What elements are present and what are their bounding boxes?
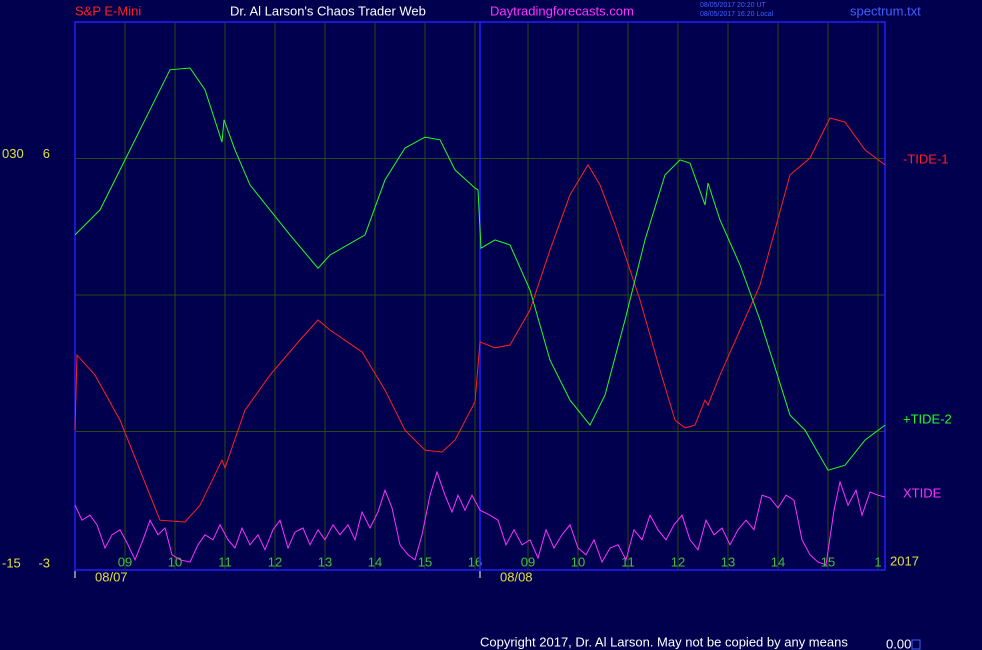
x-tick-label: 12 xyxy=(268,554,282,569)
series-line xyxy=(74,67,886,471)
x-tick-label: 14 xyxy=(368,554,382,569)
x-tick-label: 15 xyxy=(418,554,432,569)
x-tick-label: 09 xyxy=(118,554,132,569)
timestamp: 08/05/2017 20:20 UT xyxy=(700,2,766,9)
footer-icon xyxy=(911,639,921,650)
legend-label: +TIDE-2 xyxy=(903,411,952,426)
x-tick-label: 14 xyxy=(771,554,785,569)
x-tick-label: 09 xyxy=(521,554,535,569)
source: Daytradingforecasts.com xyxy=(490,3,634,18)
date-label: 08/07 xyxy=(95,569,128,584)
x-tick-label: 13 xyxy=(721,554,735,569)
year: 2017 xyxy=(890,553,919,568)
legend-label: XTIDE xyxy=(903,485,942,500)
copyright: Copyright 2017, Dr. Al Larson. May not b… xyxy=(480,634,848,649)
x-tick-label: 11 xyxy=(218,554,232,569)
date-label: 08/08 xyxy=(500,569,533,584)
subtitle: S&P E-Mini xyxy=(75,3,141,18)
x-tick-label: 1 xyxy=(874,554,881,569)
x-tick-label: 11 xyxy=(621,554,635,569)
series-line xyxy=(74,117,886,523)
series-line xyxy=(74,470,886,566)
x-tick-label: 15 xyxy=(821,554,835,569)
y-tick-label: 6 xyxy=(43,146,50,161)
x-tick-label: 16 xyxy=(468,554,482,569)
timestamp: 08/05/2017 16:20 Local xyxy=(700,11,774,18)
y-tick-label: -3 xyxy=(38,555,50,570)
footer-value: 0.00 xyxy=(886,636,911,650)
chart-title: Dr. Al Larson's Chaos Trader Web xyxy=(230,3,426,18)
file-name: spectrum.txt xyxy=(850,3,921,18)
x-tick-label: 12 xyxy=(671,554,685,569)
legend-label: -TIDE-1 xyxy=(903,151,949,166)
y2-tick-label: 030 xyxy=(2,146,24,161)
y2-tick-label: -15 xyxy=(2,555,21,570)
x-tick-label: 10 xyxy=(168,554,182,569)
x-tick-label: 10 xyxy=(571,554,585,569)
x-tick-label: 13 xyxy=(318,554,332,569)
plot-border xyxy=(74,21,886,571)
